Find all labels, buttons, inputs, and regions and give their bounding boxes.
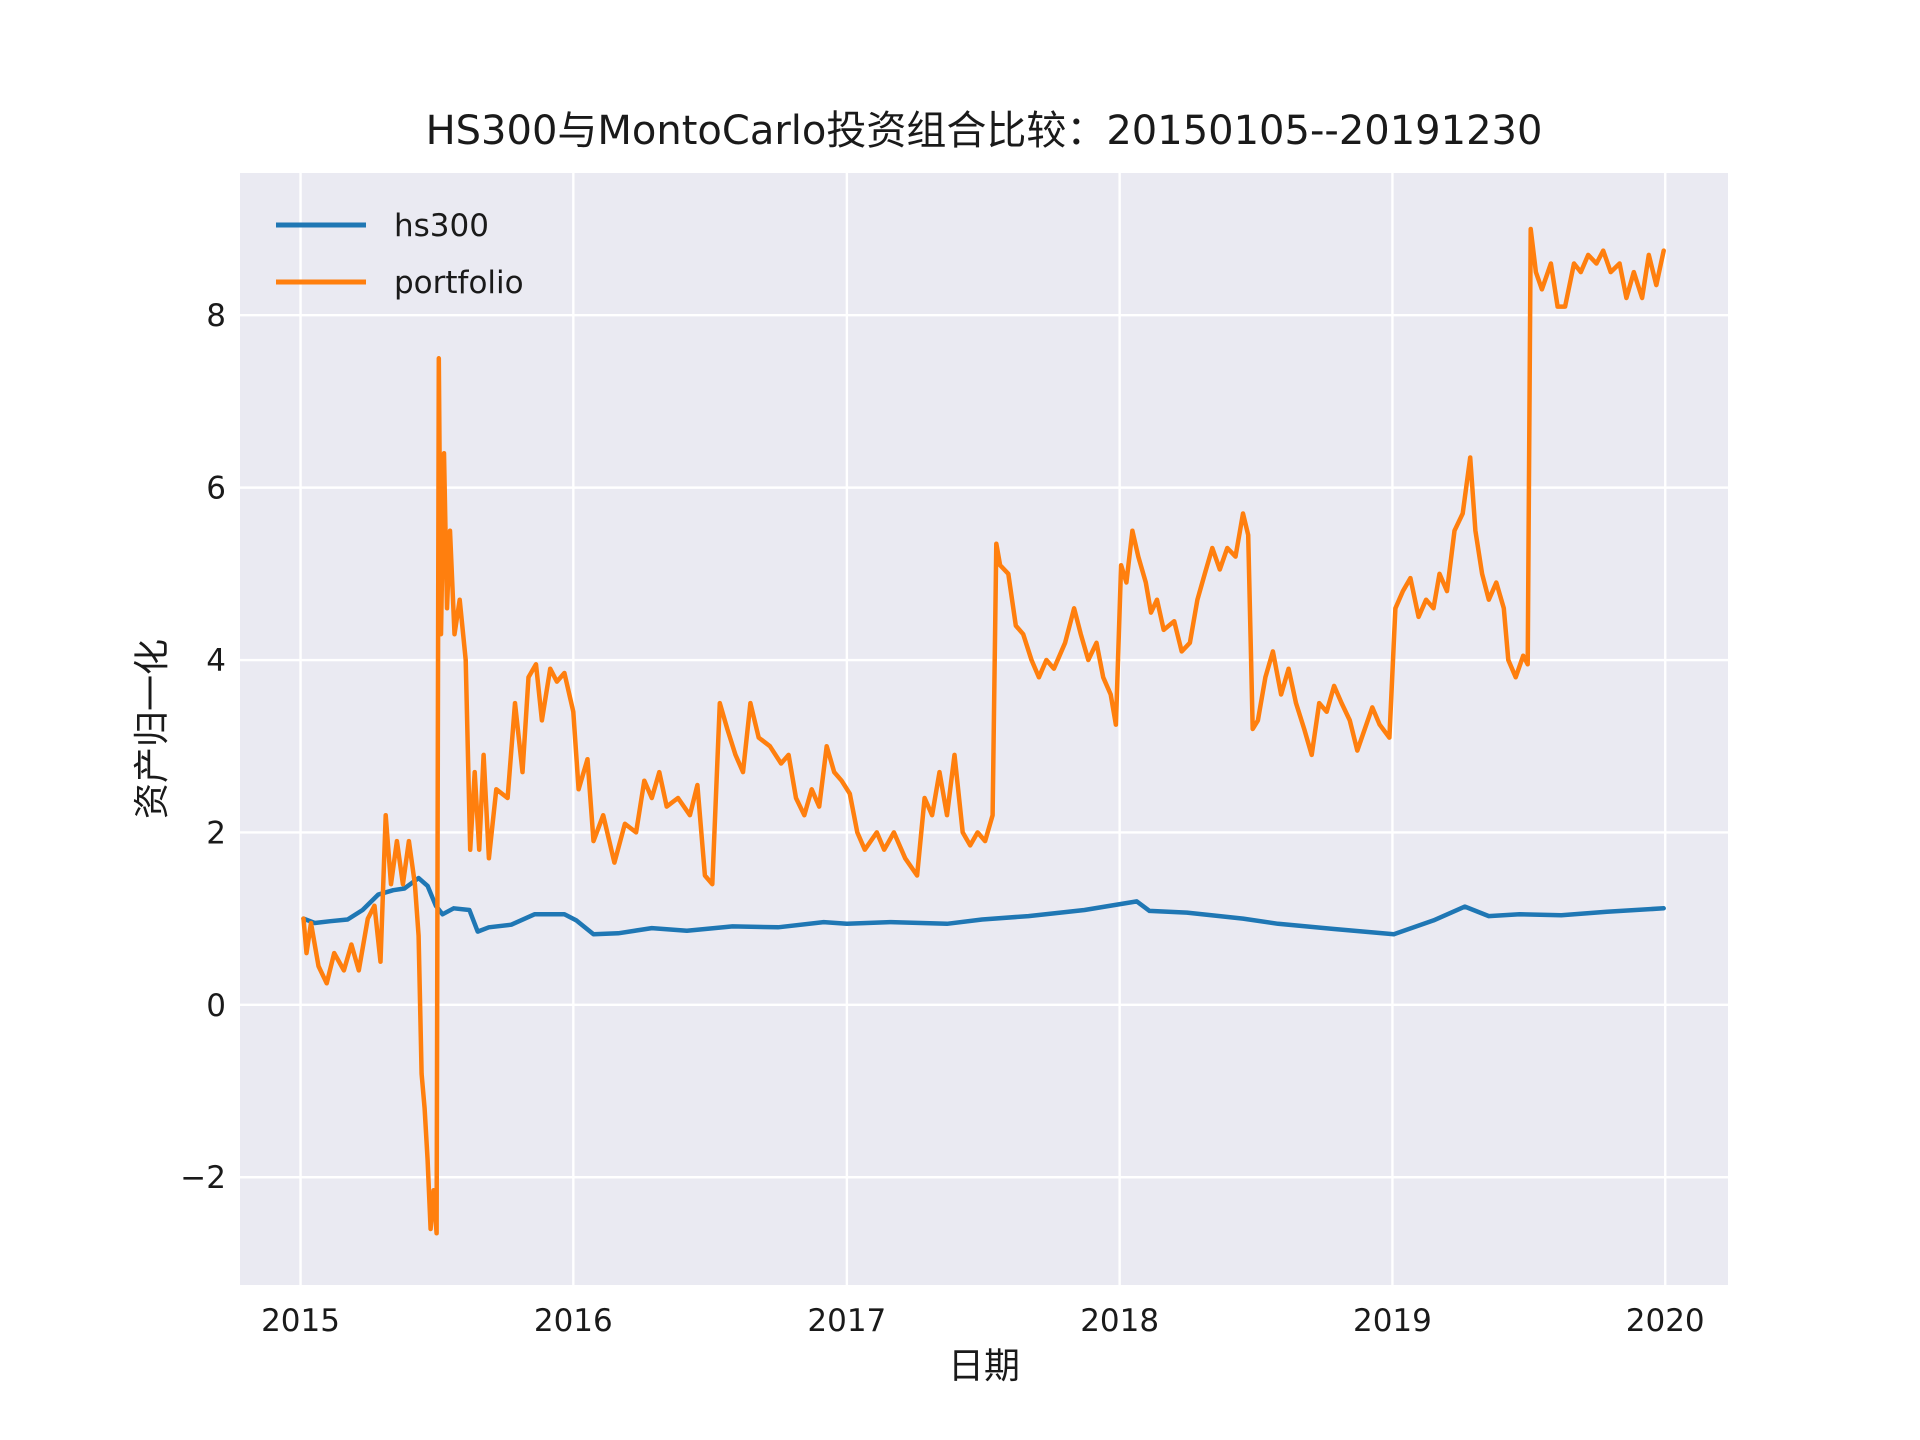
plot-area [240,173,1728,1285]
legend: hs300 portfolio [276,208,524,301]
y-tick-label: 2 [206,815,226,851]
legend-label-portfolio: portfolio [394,265,524,301]
y-tick-label: −2 [180,1160,226,1196]
x-axis-label: 日期 [948,1346,1020,1387]
x-tick-label: 2018 [1080,1303,1159,1339]
x-axis-ticks: 2015 2016 2017 2018 2019 2020 [261,1303,1705,1339]
x-tick-label: 2017 [807,1303,886,1339]
y-axis-label: 资产归一化 [132,639,173,819]
x-tick-label: 2020 [1626,1303,1705,1339]
y-tick-label: 8 [206,298,226,334]
y-tick-label: 6 [206,471,226,507]
x-tick-label: 2019 [1353,1303,1432,1339]
y-tick-label: 0 [206,988,226,1024]
chart-title: HS300与MontoCarlo投资组合比较：20150105--2019123… [426,108,1543,154]
x-tick-label: 2015 [261,1303,340,1339]
series-line-portfolio [301,226,1666,1236]
legend-label-hs300: hs300 [394,208,489,244]
x-tick-label: 2016 [534,1303,613,1339]
y-tick-label: 4 [206,643,226,679]
series-lines [301,226,1666,1236]
y-axis-ticks: −2 0 2 4 6 8 [180,298,226,1196]
